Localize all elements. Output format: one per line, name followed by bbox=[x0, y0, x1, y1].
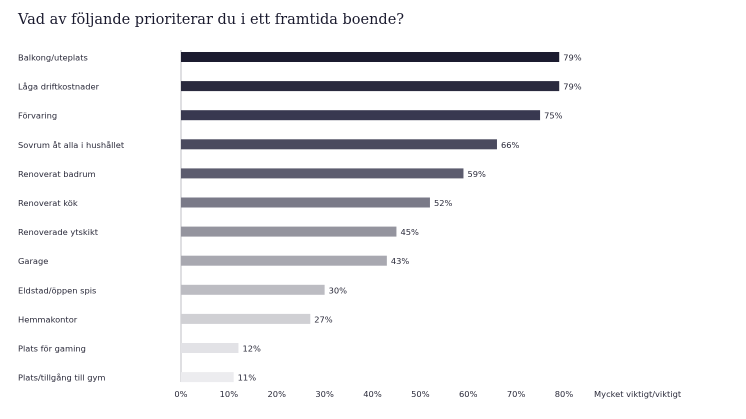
category-label: Renoverat kök bbox=[18, 198, 78, 208]
category-label: Garage bbox=[18, 256, 48, 266]
data-label: 75% bbox=[544, 111, 563, 121]
chart-title: Vad av följande prioriterar du i ett fra… bbox=[18, 12, 405, 28]
bar bbox=[181, 226, 397, 237]
data-label: 43% bbox=[391, 256, 410, 266]
category-label: Sovrum åt alla i hushållet bbox=[18, 140, 125, 150]
data-label: 27% bbox=[314, 314, 333, 324]
bar bbox=[181, 372, 234, 383]
category-label: Renoverat badrum bbox=[18, 169, 96, 179]
x-tick-label: 80% bbox=[555, 389, 574, 399]
x-tick-label: 50% bbox=[411, 389, 430, 399]
category-label: Balkong/uteplats bbox=[18, 53, 88, 63]
bar bbox=[181, 168, 464, 179]
category-label: Låga driftkostnader bbox=[18, 82, 100, 92]
bar bbox=[181, 52, 560, 62]
category-label: Plats för gaming bbox=[18, 344, 86, 354]
x-tick-label: 30% bbox=[315, 389, 334, 399]
data-label: 12% bbox=[242, 344, 261, 354]
data-label: 30% bbox=[329, 285, 348, 295]
data-label: 79% bbox=[563, 53, 582, 63]
bar bbox=[181, 139, 497, 150]
x-tick-label: 20% bbox=[268, 389, 287, 399]
category-label: Förvaring bbox=[18, 111, 57, 121]
x-tick-label: 70% bbox=[507, 389, 526, 399]
x-tick-label: 40% bbox=[363, 389, 382, 399]
data-label: 79% bbox=[563, 82, 582, 92]
data-label: 59% bbox=[467, 169, 486, 179]
data-label: 45% bbox=[400, 227, 419, 237]
category-label: Hemmakontor bbox=[18, 314, 78, 324]
x-axis-label: Mycket viktigt/viktigt bbox=[594, 389, 682, 399]
x-tick-label: 0% bbox=[174, 389, 187, 399]
category-label: Renoverade ytskikt bbox=[18, 227, 99, 237]
bar bbox=[181, 81, 560, 92]
bar bbox=[181, 284, 325, 295]
x-tick-label: 10% bbox=[220, 389, 239, 399]
bar bbox=[181, 313, 311, 324]
bar bbox=[181, 255, 387, 266]
bar bbox=[181, 343, 239, 353]
data-label: 11% bbox=[238, 373, 257, 383]
data-label: 66% bbox=[501, 140, 520, 150]
category-label: Plats/tillgång till gym bbox=[18, 373, 106, 383]
category-label: Eldstad/öppen spis bbox=[18, 285, 96, 295]
x-tick-label: 60% bbox=[459, 389, 478, 399]
bar bbox=[181, 197, 430, 208]
data-label: 52% bbox=[434, 198, 453, 208]
bar bbox=[181, 110, 541, 121]
